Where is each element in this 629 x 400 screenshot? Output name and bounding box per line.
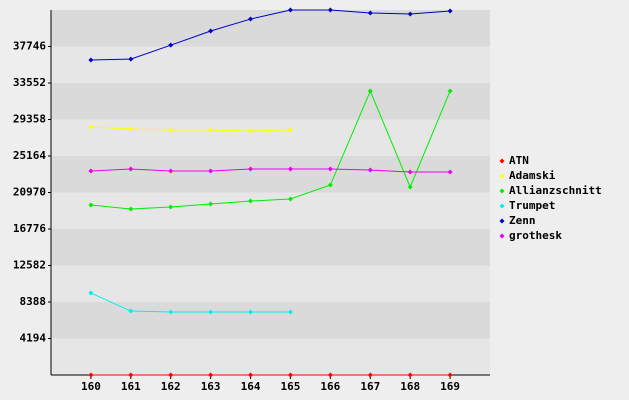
point — [88, 124, 94, 130]
x-tick-label: 166 — [320, 380, 340, 393]
point — [128, 166, 134, 172]
point — [168, 168, 174, 174]
point — [447, 8, 453, 14]
legend-marker — [499, 233, 505, 239]
legend-label: Adamski — [509, 169, 556, 182]
y-tick-label: 20970 — [13, 186, 46, 199]
x-tick-label: 162 — [161, 380, 181, 393]
point — [128, 308, 134, 314]
series-line — [90, 9, 451, 61]
grid-band — [51, 83, 490, 120]
point — [88, 57, 94, 63]
point — [248, 372, 254, 378]
point — [168, 309, 174, 315]
legend-label: Allianzschnitt — [509, 184, 602, 197]
series-line — [90, 168, 451, 173]
point — [367, 10, 373, 16]
legend-marker — [499, 173, 505, 179]
y-tick-label: 8388 — [20, 295, 47, 308]
point — [327, 372, 333, 378]
point — [128, 372, 134, 378]
x-tick-label: 161 — [121, 380, 141, 393]
y-tick-label: 16776 — [13, 222, 46, 235]
point — [208, 28, 214, 34]
x-tick-label: 165 — [281, 380, 301, 393]
x-tick-label: 163 — [201, 380, 221, 393]
point — [88, 372, 94, 378]
y-tick-label: 25164 — [13, 149, 46, 162]
point — [407, 184, 413, 190]
point — [367, 372, 373, 378]
point — [287, 196, 293, 202]
point — [208, 201, 214, 207]
point — [88, 168, 94, 174]
point — [287, 7, 293, 13]
legend-label: Trumpet — [509, 199, 555, 212]
point — [447, 88, 453, 94]
point — [248, 309, 254, 315]
point — [208, 372, 214, 378]
point — [407, 372, 413, 378]
point — [128, 56, 134, 62]
point — [367, 167, 373, 173]
grid-band — [51, 302, 490, 339]
point — [128, 126, 134, 132]
point — [248, 166, 254, 172]
point — [327, 7, 333, 13]
series-line — [90, 126, 291, 132]
point — [248, 198, 254, 204]
series-line — [90, 292, 291, 313]
point — [128, 206, 134, 212]
x-tick-label: 168 — [400, 380, 420, 393]
point — [287, 127, 293, 133]
series-line — [90, 89, 451, 210]
point — [88, 290, 94, 296]
legend-marker — [499, 203, 505, 209]
point — [168, 204, 174, 210]
y-tick-label: 29358 — [13, 113, 46, 126]
x-tick-label: 160 — [81, 380, 101, 393]
y-tick-label: 37746 — [13, 40, 46, 53]
point — [287, 309, 293, 315]
grid-band — [51, 229, 490, 266]
point — [168, 127, 174, 133]
legend-label: Zenn — [509, 214, 536, 227]
point — [407, 169, 413, 175]
point — [447, 169, 453, 175]
legend-marker — [499, 218, 505, 224]
y-tick-label: 4194 — [20, 332, 47, 345]
point — [367, 88, 373, 94]
grid-band — [51, 10, 490, 47]
legend-marker — [499, 188, 505, 194]
legend-label: ATN — [509, 154, 529, 167]
x-tick-label: 164 — [241, 380, 261, 393]
y-tick-label: 12582 — [13, 259, 46, 272]
point — [287, 372, 293, 378]
point — [208, 127, 214, 133]
point — [208, 168, 214, 174]
point — [208, 309, 214, 315]
point — [407, 11, 413, 17]
point — [248, 128, 254, 134]
legend-label: grothesk — [509, 229, 562, 242]
x-tick-label: 169 — [440, 380, 460, 393]
point — [287, 166, 293, 172]
point — [327, 182, 333, 188]
point — [447, 372, 453, 378]
point — [248, 16, 254, 22]
point — [168, 372, 174, 378]
x-tick-label: 167 — [360, 380, 380, 393]
legend-marker — [499, 158, 505, 164]
y-tick-label: 33552 — [13, 76, 46, 89]
grid-band — [51, 156, 490, 193]
point — [168, 42, 174, 48]
point — [327, 166, 333, 172]
point — [88, 202, 94, 208]
